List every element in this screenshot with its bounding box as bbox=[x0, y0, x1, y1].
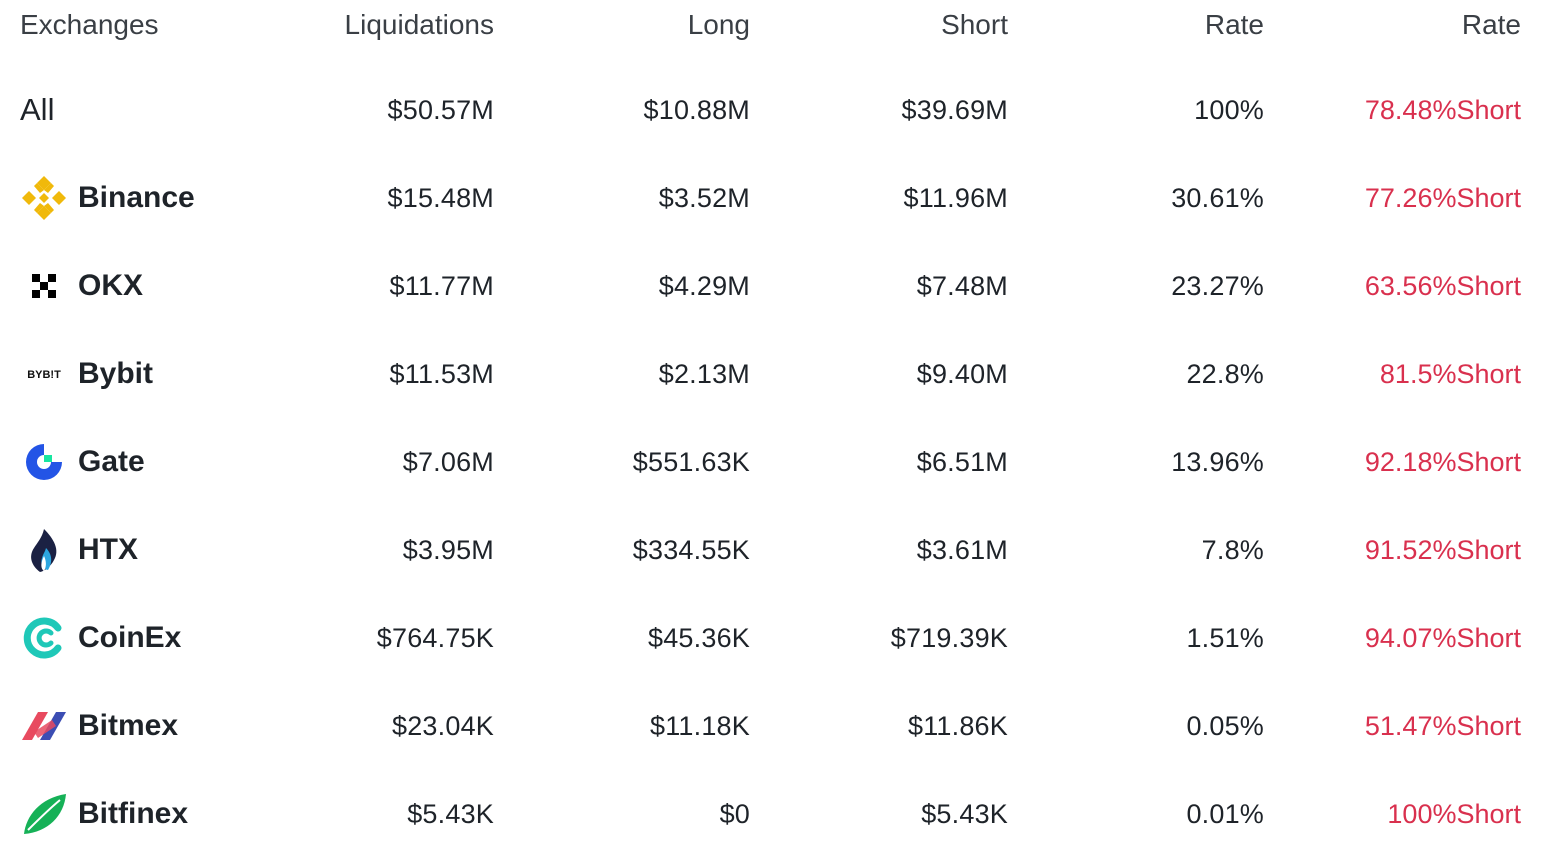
short-value: $719.39K bbox=[890, 622, 1008, 653]
rate-value: 7.8% bbox=[1201, 534, 1264, 565]
okx-icon bbox=[20, 262, 68, 310]
rate-value: 30.61% bbox=[1171, 182, 1264, 213]
table-row[interactable]: Bitfinex $5.43K $0 $5.43K 0.01% 100%Shor… bbox=[0, 770, 1542, 858]
exchange-label: Binance bbox=[78, 181, 195, 214]
bybit-icon: BYB!T bbox=[20, 350, 68, 398]
exchange-label: OKX bbox=[78, 269, 144, 302]
htx-icon bbox=[20, 526, 68, 574]
exchange-name: OKX bbox=[20, 242, 290, 330]
rate-value: 13.96% bbox=[1171, 446, 1264, 477]
liquidations-value: $15.48M bbox=[387, 182, 494, 213]
rate-value: 100% bbox=[1194, 94, 1264, 125]
short-rate-value: 81.5%Short bbox=[1379, 358, 1521, 389]
liquidations-value: $23.04K bbox=[392, 710, 494, 741]
header-long[interactable]: Long bbox=[687, 9, 750, 40]
rate-value: 1.51% bbox=[1186, 622, 1264, 653]
rate-value: 0.01% bbox=[1186, 798, 1264, 829]
short-rate-value: 78.48%Short bbox=[1364, 94, 1521, 125]
exchange-label: All bbox=[20, 92, 55, 127]
table-header: Exchanges Liquidations Long Short Rate R… bbox=[0, 0, 1542, 69]
header-rate[interactable]: Rate bbox=[1204, 9, 1264, 40]
rate-value: 23.27% bbox=[1171, 270, 1264, 301]
short-value: $39.69M bbox=[901, 94, 1008, 125]
exchange-label: HTX bbox=[78, 533, 138, 566]
short-rate-value: 92.18%Short bbox=[1364, 446, 1521, 477]
liquidations-value: $764.75K bbox=[376, 622, 494, 653]
liquidations-value: $50.57M bbox=[387, 94, 494, 125]
liquidations-value: $5.43K bbox=[407, 798, 494, 829]
gate-icon bbox=[20, 438, 68, 486]
table-row[interactable]: HTX $3.95M $334.55K $3.61M 7.8% 91.52%Sh… bbox=[0, 506, 1542, 594]
long-value: $551.63K bbox=[632, 446, 750, 477]
exchange-name: HTX bbox=[20, 506, 290, 594]
exchange-name: Bitmex bbox=[20, 682, 290, 770]
long-value: $4.29M bbox=[658, 270, 750, 301]
header-liquidations[interactable]: Liquidations bbox=[344, 9, 494, 40]
short-rate-value: 77.26%Short bbox=[1364, 182, 1521, 213]
table-row-all[interactable]: All $50.57M $10.88M $39.69M 100% 78.48%S… bbox=[0, 66, 1542, 154]
short-rate-value: 63.56%Short bbox=[1364, 270, 1521, 301]
table-row[interactable]: OKX $11.77M $4.29M $7.48M 23.27% 63.56%S… bbox=[0, 242, 1542, 330]
table-row[interactable]: Gate $7.06M $551.63K $6.51M 13.96% 92.18… bbox=[0, 418, 1542, 506]
exchange-name-all: All bbox=[20, 66, 290, 154]
long-value: $10.88M bbox=[643, 94, 750, 125]
binance-icon bbox=[20, 174, 68, 222]
short-value: $5.43K bbox=[921, 798, 1008, 829]
long-value: $45.36K bbox=[648, 622, 750, 653]
exchange-label: Gate bbox=[78, 445, 145, 478]
short-value: $9.40M bbox=[916, 358, 1008, 389]
exchange-label: Bitmex bbox=[78, 709, 179, 742]
short-rate-value: 100%Short bbox=[1387, 798, 1521, 829]
short-value: $7.48M bbox=[916, 270, 1008, 301]
short-value: $11.96M bbox=[903, 182, 1008, 213]
exchange-name: Bitfinex bbox=[20, 770, 290, 858]
header-exchanges[interactable]: Exchanges bbox=[20, 9, 159, 40]
liquidations-value: $7.06M bbox=[402, 446, 494, 477]
table-row[interactable]: Bitmex $23.04K $11.18K $11.86K 0.05% 51.… bbox=[0, 682, 1542, 770]
svg-text:BYB!T: BYB!T bbox=[27, 369, 61, 381]
table-row[interactable]: CoinEx $764.75K $45.36K $719.39K 1.51% 9… bbox=[0, 594, 1542, 682]
table-row[interactable]: BYB!T Bybit $11.53M $2.13M $9.40M 22.8% … bbox=[0, 330, 1542, 418]
header-short[interactable]: Short bbox=[941, 9, 1008, 40]
short-value: $11.86K bbox=[908, 710, 1008, 741]
bitmex-icon bbox=[20, 702, 68, 750]
rate-value: 0.05% bbox=[1186, 710, 1264, 741]
long-value: $11.18K bbox=[650, 710, 750, 741]
liquidations-value: $11.53M bbox=[389, 358, 494, 389]
long-value: $2.13M bbox=[658, 358, 750, 389]
exchange-name: Gate bbox=[20, 418, 290, 506]
exchange-name: Binance bbox=[20, 154, 290, 242]
table-row[interactable]: Binance $15.48M $3.52M $11.96M 30.61% 77… bbox=[0, 154, 1542, 242]
long-value: $0 bbox=[719, 798, 750, 829]
header-short-rate[interactable]: Rate bbox=[1461, 9, 1521, 40]
exchange-name: BYB!T Bybit bbox=[20, 330, 290, 418]
exchange-label: Bybit bbox=[78, 357, 153, 390]
exchange-label: Bitfinex bbox=[78, 797, 189, 830]
exchange-label: CoinEx bbox=[78, 621, 182, 654]
short-value: $6.51M bbox=[916, 446, 1008, 477]
liquidations-value: $11.77M bbox=[389, 270, 494, 301]
short-rate-value: 91.52%Short bbox=[1364, 534, 1521, 565]
short-value: $3.61M bbox=[916, 534, 1008, 565]
short-rate-value: 94.07%Short bbox=[1364, 622, 1521, 653]
long-value: $3.52M bbox=[658, 182, 750, 213]
long-value: $334.55K bbox=[632, 534, 750, 565]
short-rate-value: 51.47%Short bbox=[1364, 710, 1521, 741]
exchange-name: CoinEx bbox=[20, 594, 290, 682]
liquidations-value: $3.95M bbox=[402, 534, 494, 565]
coinex-icon bbox=[20, 614, 68, 662]
bitfinex-icon bbox=[20, 790, 68, 838]
rate-value: 22.8% bbox=[1186, 358, 1264, 389]
